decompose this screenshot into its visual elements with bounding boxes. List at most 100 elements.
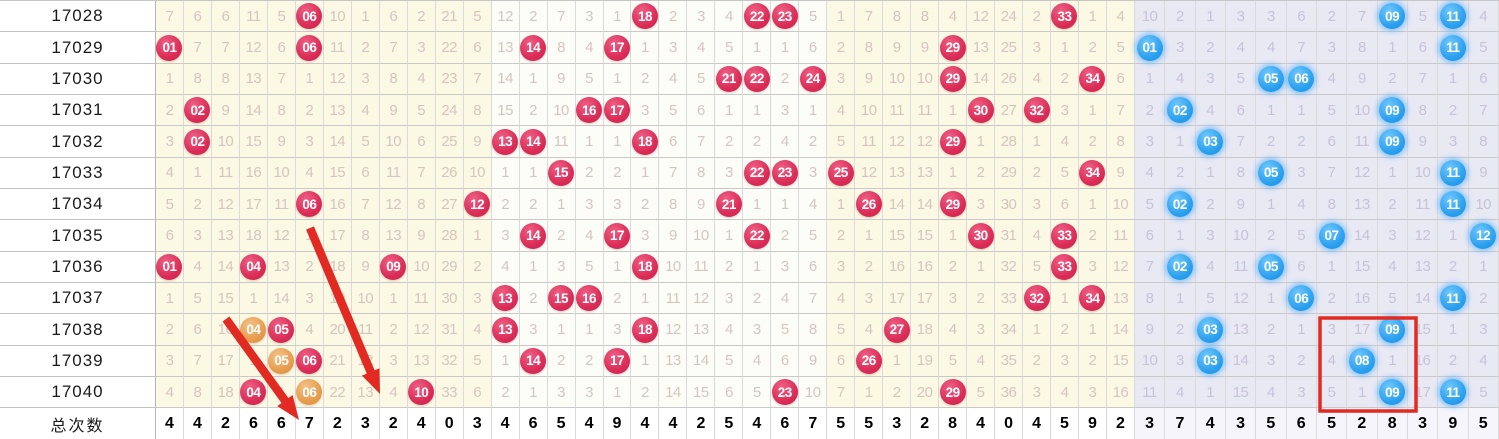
miss-count: 12: [916, 133, 933, 151]
miss-count: 2: [389, 321, 398, 339]
miss-count: 1: [277, 383, 286, 401]
miss-count-cell: 11: [1134, 377, 1166, 409]
miss-count-cell: 7: [1316, 157, 1348, 190]
miss-count-cell: 17: [911, 283, 940, 315]
miss-count-cell: 1: [519, 157, 548, 190]
miss-count-cell: 2: [1316, 283, 1348, 315]
drawn-ball-cell: 06: [295, 32, 324, 64]
total-count-cell: 4: [491, 408, 520, 439]
blue-ball: 09: [1379, 379, 1406, 406]
red-ball: 18: [631, 3, 658, 30]
miss-count-cell: 11: [1225, 251, 1257, 284]
miss-count-cell: 10: [407, 251, 436, 284]
miss-count: 4: [1175, 70, 1184, 88]
miss-count: 6: [473, 383, 482, 401]
miss-count: 3: [305, 289, 314, 307]
miss-count: 4: [389, 383, 398, 401]
miss-count-cell: 3: [491, 220, 520, 252]
miss-count-cell: 1: [1051, 283, 1079, 315]
miss-count-cell: 29: [435, 251, 464, 284]
miss-count-cell: 2: [1256, 126, 1287, 158]
miss-count-cell: 1: [183, 157, 212, 190]
miss-count: 13: [273, 258, 290, 276]
miss-count-cell: 5: [575, 63, 604, 96]
miss-count: 3: [1032, 39, 1041, 57]
miss-count-cell: 20: [911, 377, 940, 409]
miss-count-cell: 8: [1316, 189, 1348, 221]
miss-count: 1: [613, 383, 621, 401]
miss-count-cell: 9: [911, 32, 940, 64]
miss-count-cell: 5: [827, 314, 856, 346]
miss-count: 12: [1354, 164, 1370, 182]
miss-count-cell: 3: [1023, 189, 1051, 221]
miss-count-cell: 24: [995, 1, 1024, 33]
miss-count: 7: [221, 39, 230, 57]
miss-count-cell: 4: [939, 314, 968, 346]
miss-count: 22: [441, 39, 458, 57]
miss-count-cell: 9: [855, 63, 884, 96]
miss-count: 10: [804, 383, 821, 401]
drawn-ball-cell: 17: [603, 345, 632, 378]
total-count: 4: [640, 414, 650, 432]
miss-count-cell: 4: [1051, 377, 1079, 409]
miss-count: 3: [1266, 352, 1275, 370]
miss-count: 4: [165, 383, 174, 401]
miss-count-cell: 6: [1407, 32, 1439, 64]
miss-count: 4: [1206, 101, 1215, 119]
miss-count: 6: [1116, 70, 1125, 88]
miss-count-cell: 1: [156, 283, 184, 315]
miss-count-cell: 28: [995, 126, 1024, 158]
miss-count: 4: [1327, 70, 1336, 88]
total-count-cell: 3: [883, 408, 912, 439]
miss-count-cell: 27: [995, 95, 1024, 127]
miss-count-cell: 4: [351, 95, 380, 127]
red-ball: 34: [1079, 65, 1106, 92]
total-count: 5: [864, 414, 874, 432]
miss-count-cell: 15: [211, 283, 240, 315]
total-count-cell: 5: [715, 408, 744, 439]
miss-count-cell: 4: [295, 314, 324, 346]
total-count-cell: 7: [1165, 408, 1196, 439]
miss-count-cell: 3: [407, 32, 436, 64]
miss-count-cell: 1: [1256, 283, 1287, 315]
miss-count-cell: 9: [267, 126, 296, 158]
miss-count-cell: 12: [687, 283, 716, 315]
miss-count-cell: 1: [1165, 126, 1196, 158]
total-count: 2: [332, 414, 342, 432]
miss-count: 1: [1060, 289, 1069, 307]
miss-count-cell: 10: [379, 126, 408, 158]
miss-count: 3: [361, 70, 370, 88]
miss-count-cell: 6: [183, 314, 212, 346]
miss-count-cell: 3: [687, 1, 716, 33]
total-count-cell: 4: [659, 408, 688, 439]
miss-count: 3: [976, 195, 985, 213]
miss-count-cell: 9: [351, 251, 380, 284]
total-count: 3: [1418, 414, 1427, 432]
miss-count-cell: 5: [1377, 283, 1408, 315]
miss-count-cell: 7: [1347, 1, 1378, 33]
drawn-ball-cell: 30: [967, 95, 996, 127]
blue-ball: 07: [1318, 222, 1345, 249]
miss-count: 2: [1032, 352, 1041, 370]
miss-count: 2: [193, 195, 202, 213]
red-ball: 04: [240, 253, 267, 280]
total-count-cell: 4: [407, 408, 436, 439]
miss-count: 11: [861, 133, 876, 151]
period-label: 17037: [51, 288, 104, 308]
miss-count-cell: 4: [855, 314, 884, 346]
miss-count: 8: [473, 101, 482, 119]
miss-count-cell: 6: [1225, 95, 1257, 127]
blue-ball: 02: [1166, 97, 1193, 124]
miss-count: 8: [193, 70, 202, 88]
miss-count-cell: 36: [995, 377, 1024, 409]
miss-count: 13: [1414, 258, 1431, 276]
miss-count-cell: 1: [603, 126, 632, 158]
miss-count: 3: [193, 227, 202, 245]
miss-count: 10: [1354, 101, 1370, 119]
total-count-cell: 2: [1347, 408, 1378, 439]
miss-count-cell: 6: [771, 345, 800, 378]
red-ball: 12: [464, 191, 491, 218]
miss-count-cell: 1: [1195, 1, 1226, 33]
miss-count: 2: [1266, 227, 1275, 245]
miss-count-cell: 7: [799, 283, 828, 315]
